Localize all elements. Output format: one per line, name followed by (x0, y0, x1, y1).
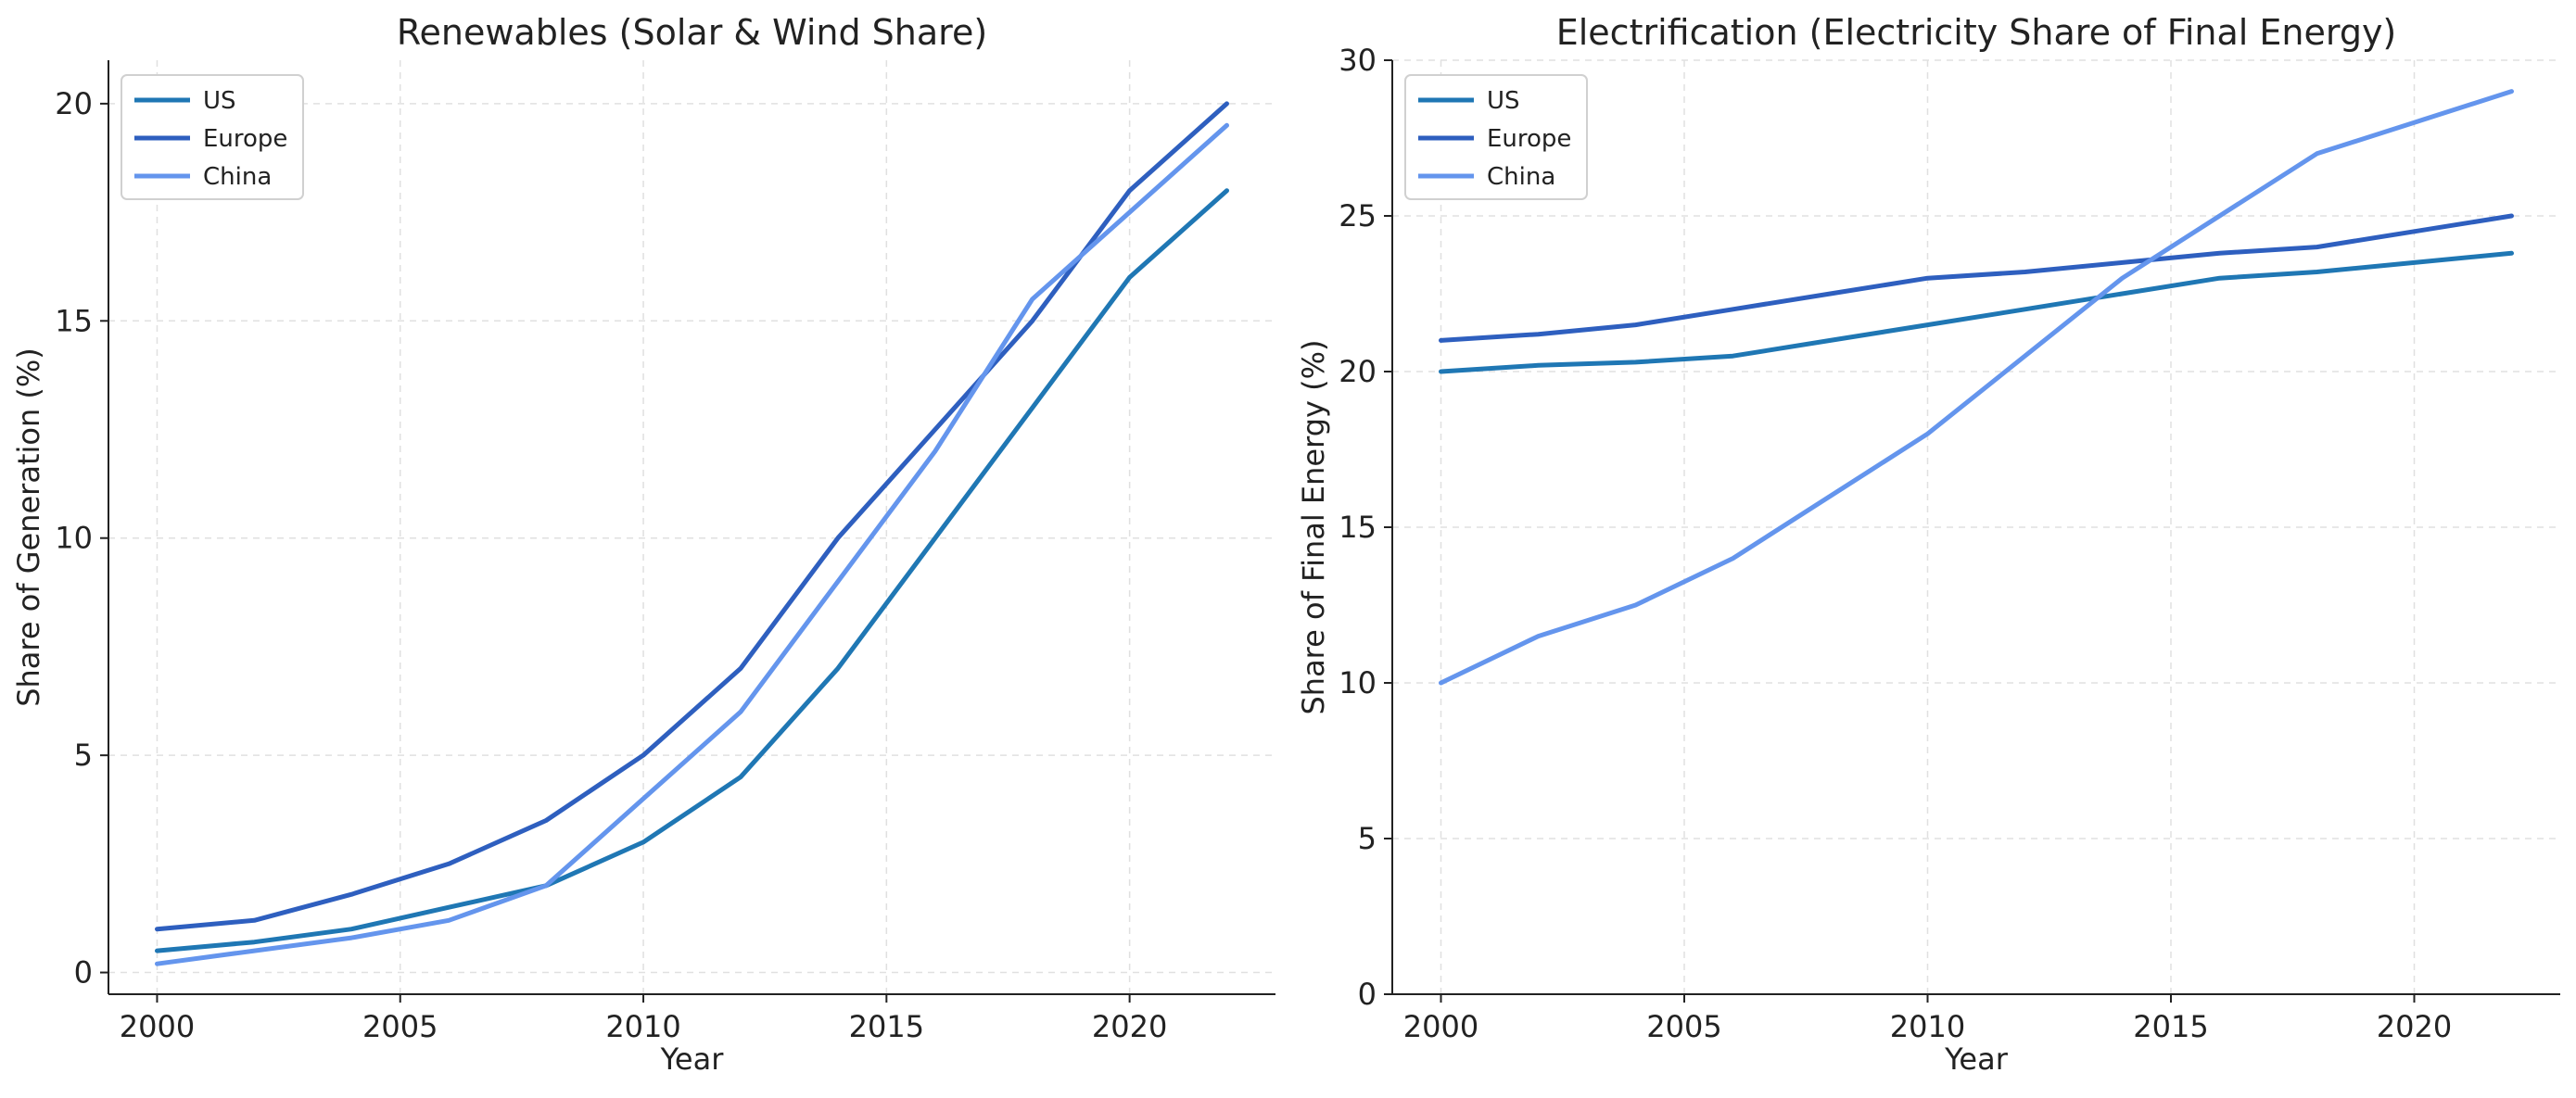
chart-panel-1: 2000 2005 2010 2015 2020 0 5 10 15 20 Renewables (… (11, 12, 1275, 1077)
legend: US Europe China (121, 74, 304, 200)
y-tick-label: 5 (1358, 821, 1377, 856)
x-tick-label: 2010 (605, 1009, 680, 1044)
x-tick-label: 2000 (1403, 1009, 1478, 1044)
legend-frame (1404, 74, 1588, 200)
legend: US Europe China (1404, 74, 1588, 200)
legend-label: US (203, 87, 236, 115)
legend-label: China (1487, 163, 1555, 191)
chart-panel-2: 2000 2005 2010 2015 2020 0 5 10 15 20 25 30 Electrif… (1296, 12, 2560, 1077)
chart-title: Electrification (Electricity Share of Fi… (1556, 12, 2397, 53)
y-tick-label: 5 (74, 738, 93, 773)
legend-label: China (203, 163, 272, 191)
legend-frame (121, 74, 304, 200)
series-line-china (155, 122, 1229, 966)
x-tick-label: 2000 (120, 1009, 195, 1044)
x-axis-label: Year (1944, 1041, 2009, 1077)
series-line-china (1439, 89, 2514, 686)
y-tick-label: 10 (1339, 665, 1377, 700)
x-tick-label: 2020 (1092, 1009, 1167, 1044)
series-line-us (1439, 250, 2514, 374)
chart-title: Renewables (Solar & Wind Share) (397, 12, 987, 53)
x-tick-label: 2005 (362, 1009, 438, 1044)
x-axis-label: Year (660, 1041, 725, 1077)
y-tick-label: 0 (1358, 977, 1377, 1012)
y-tick-label: 15 (55, 303, 93, 338)
series-line-europe (1439, 213, 2514, 343)
legend-label: Europe (1487, 125, 1571, 153)
y-tick-label: 30 (1339, 43, 1377, 78)
x-tick-label: 2015 (2133, 1009, 2208, 1044)
y-tick-label: 10 (55, 521, 93, 556)
legend-label: US (1487, 87, 1520, 115)
x-tick-label: 2010 (1890, 1009, 1965, 1044)
series-line-europe (155, 101, 1229, 932)
y-tick-label: 25 (1339, 198, 1377, 233)
legend-label: Europe (203, 125, 287, 153)
x-tick-label: 2005 (1646, 1009, 1721, 1044)
x-tick-label: 2020 (2377, 1009, 2452, 1044)
y-tick-label: 20 (55, 86, 93, 121)
y-axis-label: Share of Final Energy (%) (1296, 339, 1331, 714)
y-tick-label: 15 (1339, 510, 1377, 545)
series-line-us (155, 188, 1229, 953)
y-axis-label: Share of Generation (%) (11, 347, 46, 707)
y-tick-label: 20 (1339, 354, 1377, 389)
y-tick-label: 0 (74, 955, 93, 991)
x-tick-label: 2015 (849, 1009, 924, 1044)
